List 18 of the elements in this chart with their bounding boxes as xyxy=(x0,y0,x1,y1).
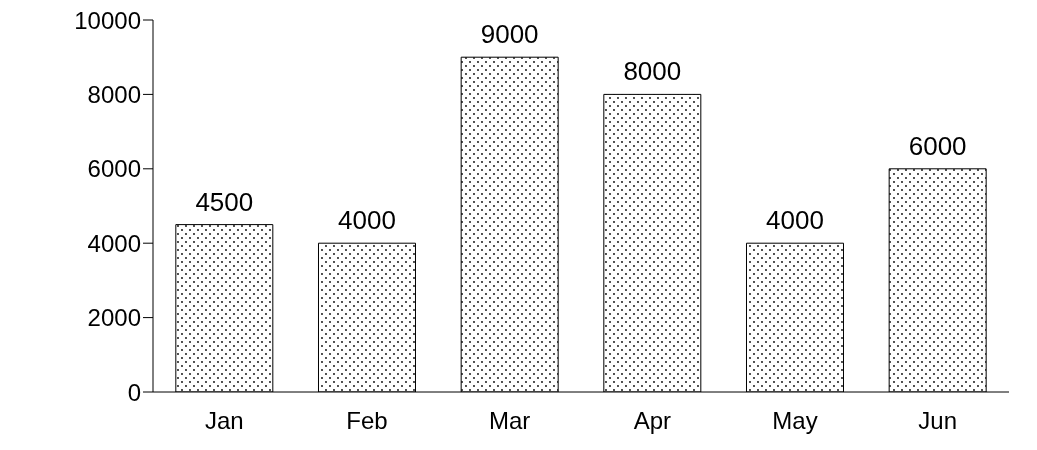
y-tick-label: 10000 xyxy=(74,6,141,34)
data-label: 8000 xyxy=(623,56,682,87)
data-label: 4000 xyxy=(338,205,396,236)
x-tick-label: Apr xyxy=(633,407,672,435)
data-label: 4000 xyxy=(766,205,824,236)
y-tick-label: 6000 xyxy=(87,155,141,183)
y-tick-label: 8000 xyxy=(87,80,141,108)
data-label: 6000 xyxy=(908,130,967,161)
data-label: 9000 xyxy=(480,19,539,50)
data-label: 4500 xyxy=(195,186,254,217)
y-tick-label: 2000 xyxy=(87,304,141,332)
x-tick-label: May xyxy=(772,407,818,435)
x-tick-label: Jun xyxy=(918,407,958,435)
x-tick-label: Mar xyxy=(488,407,531,435)
y-tick-label: 0 xyxy=(127,378,141,406)
y-tick-label: 4000 xyxy=(87,229,141,257)
x-tick-label: Jan xyxy=(204,407,244,435)
x-tick-label: Feb xyxy=(346,407,388,435)
